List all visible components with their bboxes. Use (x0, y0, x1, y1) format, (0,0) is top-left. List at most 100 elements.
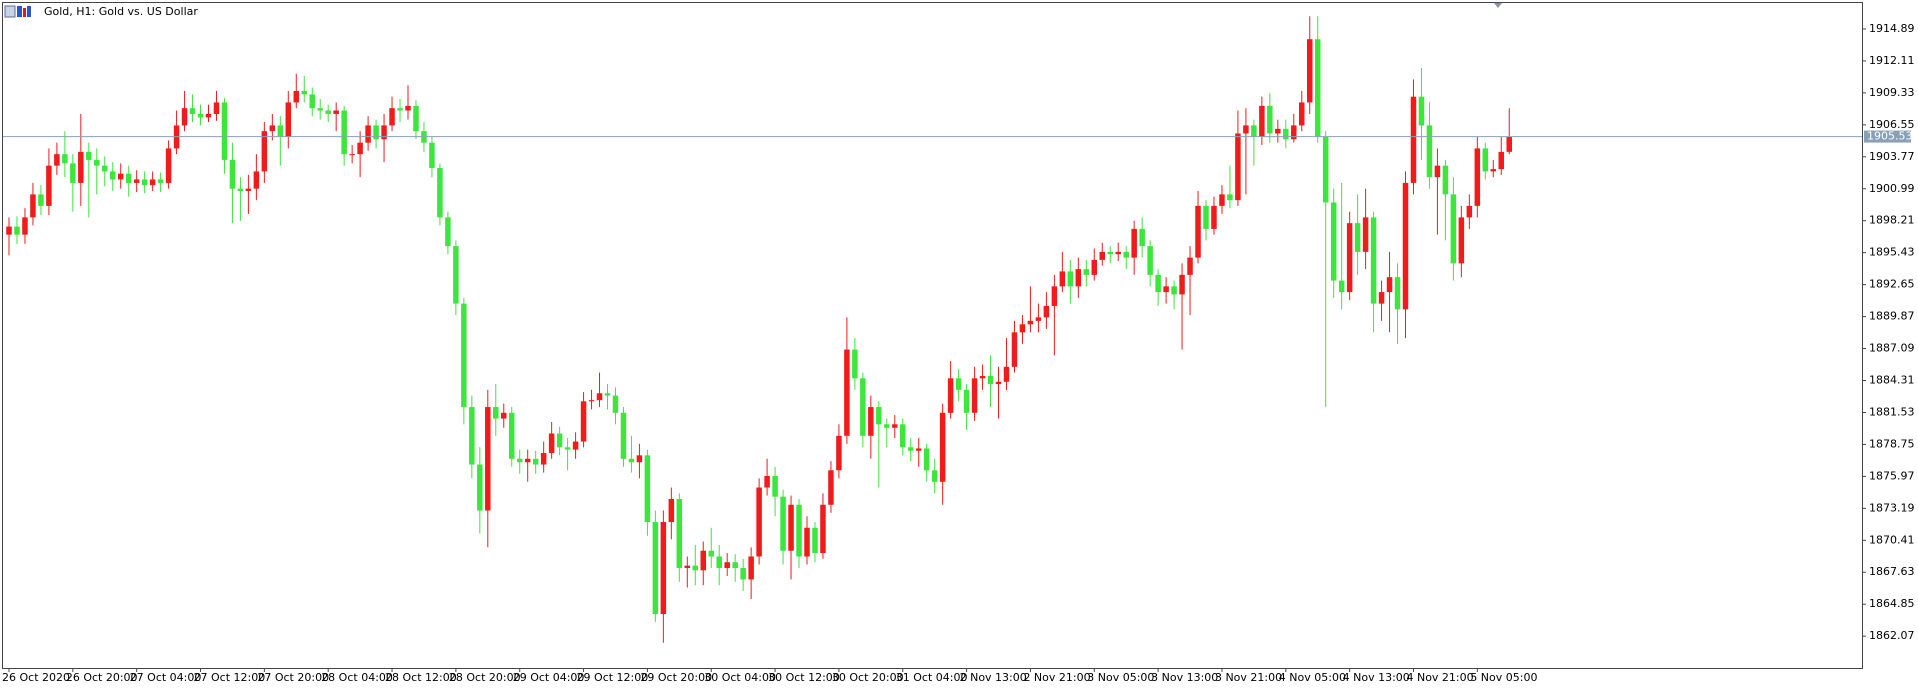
x-tick-label: 3 Nov 05:00 (1087, 671, 1154, 684)
candle-body (1211, 205, 1217, 229)
candle-body (596, 393, 603, 401)
candle-body (1442, 165, 1449, 195)
candle-body (14, 226, 20, 235)
candle-body (987, 376, 994, 385)
candle-body (181, 108, 188, 126)
candle-body (1370, 217, 1377, 304)
candle-body (1243, 125, 1249, 134)
candle-body (564, 447, 571, 450)
candle-body (1083, 269, 1090, 275)
candle-body (86, 151, 92, 160)
candle-body (341, 110, 347, 155)
candle-body (724, 562, 730, 568)
candle-body (445, 217, 451, 247)
candle-body (700, 550, 707, 571)
candle-body (732, 562, 738, 568)
candle-body (1123, 251, 1129, 258)
candle-body (947, 378, 954, 413)
candle-body (469, 407, 475, 465)
candle-body (1354, 223, 1361, 252)
candle-body (109, 171, 116, 180)
candle-body (1251, 125, 1257, 137)
candle-body (1035, 317, 1042, 321)
candle-body (780, 496, 786, 551)
candle-body (389, 108, 395, 126)
candle-body (94, 159, 100, 166)
candle-body (1131, 228, 1137, 258)
candle-body (923, 448, 930, 471)
candle-body (812, 527, 818, 554)
x-tick-label: 29 Oct 12:00 (577, 671, 649, 684)
candle-body (1155, 274, 1161, 293)
candle-body (836, 435, 842, 471)
x-tick-label: 28 Oct 04:00 (321, 671, 393, 684)
x-tick-label: 31 Oct 04:00 (896, 671, 968, 684)
candle-body (1091, 259, 1098, 275)
candle-body (804, 527, 810, 557)
candle-body (197, 113, 204, 118)
candle-body (1147, 246, 1153, 275)
candle-body (357, 142, 363, 155)
candle-body (1482, 148, 1489, 172)
candle-body (644, 455, 651, 523)
candle-body (796, 504, 802, 557)
candle-body (748, 556, 754, 580)
candle-body (365, 125, 371, 143)
candle-body (1466, 205, 1473, 218)
candle-body (540, 453, 547, 465)
y-tick-label: 1895.43 (1869, 246, 1915, 259)
candle-body (548, 433, 555, 454)
candle-body (285, 102, 292, 137)
candle-body (157, 179, 164, 183)
candle-body (397, 108, 403, 111)
y-tick-label: 1881.53 (1869, 405, 1915, 418)
candle-body (676, 499, 683, 568)
y-tick-label: 1909.33 (1869, 86, 1915, 99)
candle-body (572, 441, 579, 450)
candle-body (1171, 286, 1177, 295)
candle-body (317, 108, 323, 111)
candle-body (1410, 96, 1417, 183)
candle-body (1299, 102, 1305, 126)
candle-body (931, 470, 938, 482)
y-tick-label: 1884.31 (1869, 374, 1915, 387)
candle-body (405, 105, 411, 111)
candle-body (189, 108, 196, 114)
candle-body (141, 179, 148, 186)
x-tick-label: 2 Nov 21:00 (1023, 671, 1090, 684)
candle-body (1059, 271, 1066, 287)
candle-body (604, 393, 611, 396)
x-tick-label: 26 Oct 2020 (2, 671, 70, 684)
candle-body (995, 381, 1002, 385)
candle-body (979, 376, 986, 379)
candle-body (485, 407, 491, 511)
candle-body (668, 499, 675, 523)
candle-body (325, 110, 331, 114)
candle-body (740, 567, 746, 580)
x-tick-label: 30 Oct 20:00 (832, 671, 904, 684)
candle-body (205, 113, 212, 118)
candle-body (1474, 148, 1481, 206)
candle-body (1450, 194, 1457, 264)
x-tick-label: 4 Nov 21:00 (1406, 671, 1473, 684)
candle-body (1107, 251, 1113, 255)
candle-body (716, 556, 722, 568)
candle-body (1426, 125, 1433, 178)
candle-body (1458, 217, 1465, 264)
symbol-icon (4, 5, 31, 18)
candle-body (915, 448, 922, 451)
candle-body (117, 173, 124, 180)
candle-body (580, 401, 587, 442)
candle-body (149, 179, 156, 186)
candle-body (293, 90, 300, 103)
candle-body (524, 458, 531, 463)
shift-marker (1494, 3, 1502, 8)
candle-body (556, 433, 563, 448)
candle-body (1394, 277, 1401, 310)
candle-body (30, 194, 36, 218)
candle-body (939, 412, 946, 482)
y-tick-label: 1903.77 (1869, 150, 1915, 163)
candle-body (54, 154, 60, 166)
candle-body (588, 400, 595, 402)
